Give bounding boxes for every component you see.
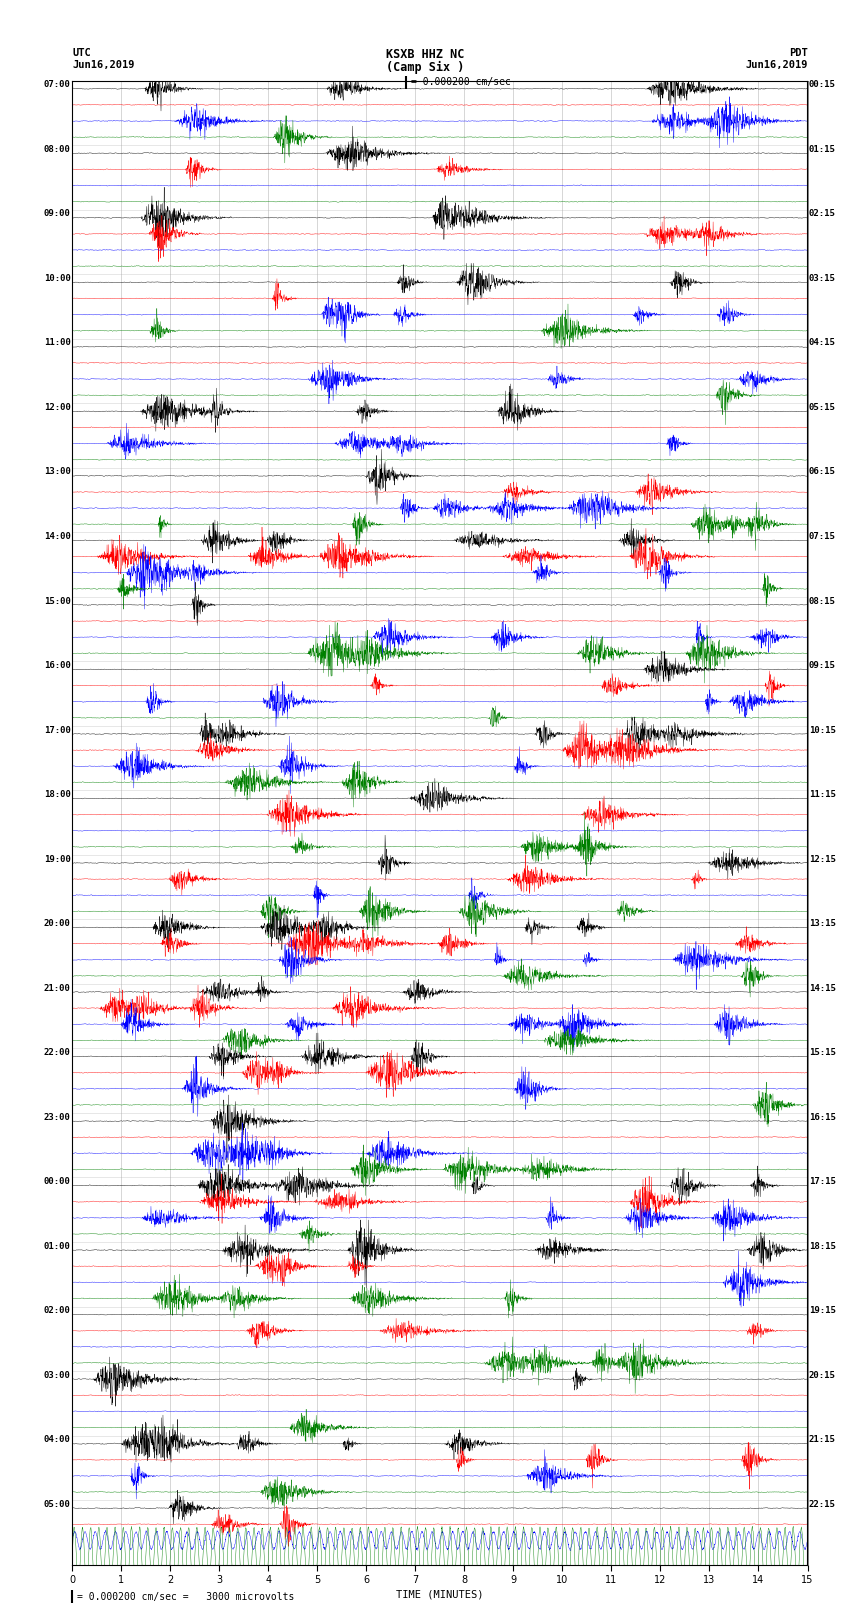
Text: PDT: PDT	[789, 48, 808, 58]
Text: = 0.000200 cm/sec: = 0.000200 cm/sec	[411, 77, 510, 87]
Text: UTC: UTC	[72, 48, 91, 58]
X-axis label: TIME (MINUTES): TIME (MINUTES)	[396, 1589, 484, 1598]
Text: (Camp Six ): (Camp Six )	[386, 61, 464, 74]
Text: KSXB HHZ NC: KSXB HHZ NC	[386, 48, 464, 61]
Text: = 0.000200 cm/sec =   3000 microvolts: = 0.000200 cm/sec = 3000 microvolts	[76, 1592, 294, 1602]
Text: Jun16,2019: Jun16,2019	[745, 60, 808, 69]
Text: Jun16,2019: Jun16,2019	[72, 60, 135, 69]
